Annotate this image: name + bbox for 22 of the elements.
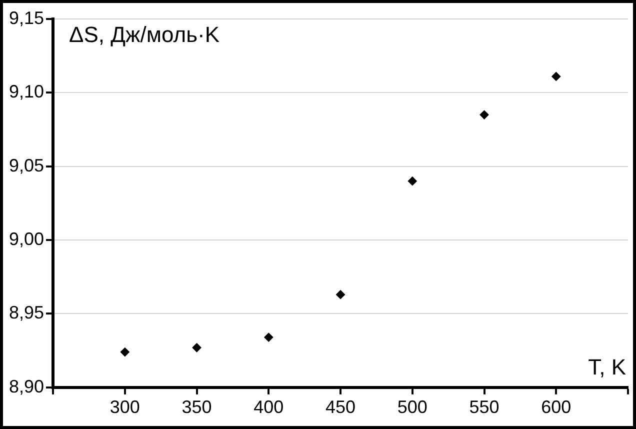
x-tick-label: 600 [541,397,572,418]
x-tick-label: 450 [325,397,356,418]
x-tick-label: 300 [110,397,140,418]
x-tick-label: 350 [182,397,212,418]
point [192,343,202,352]
point [408,176,417,186]
y-tick-label: 9,15 [8,8,44,28]
y-tick-label: 9,10 [8,82,44,102]
x-tick-label: 500 [397,397,428,418]
point [480,110,489,120]
y-tick-label: 9,05 [8,155,44,176]
x-axis-title: T, K [588,354,626,380]
point [552,72,561,81]
y-tick-label: 8,95 [8,302,44,323]
y-axis-title: ΔS, Дж/моль·K [69,22,220,48]
point [336,290,346,300]
point [264,332,274,342]
point [120,348,130,357]
y-tick-label: 8,90 [8,376,44,396]
x-tick-label: 400 [254,397,284,418]
y-tick-label: 9,00 [8,229,44,250]
x-tick-label: 550 [469,397,500,418]
